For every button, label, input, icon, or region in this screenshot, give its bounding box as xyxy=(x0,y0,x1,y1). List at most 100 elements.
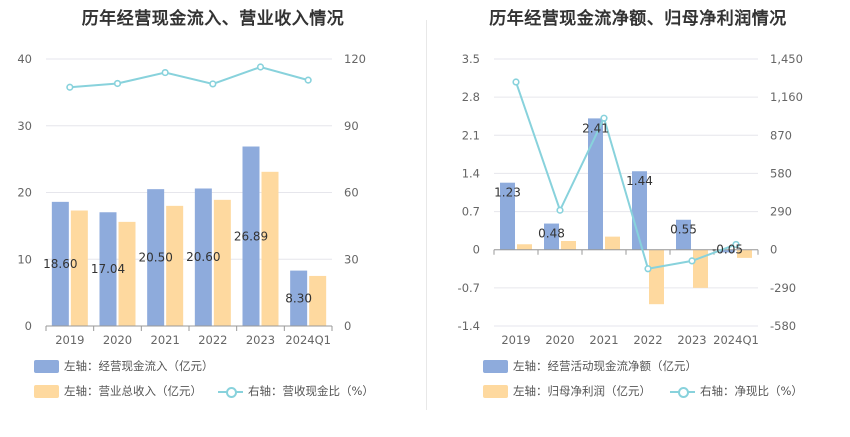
bar-series2 xyxy=(649,249,664,305)
line-point xyxy=(600,114,608,122)
right-axis-tick: 0 xyxy=(344,319,351,333)
bar-series2 xyxy=(261,171,279,326)
legend-label: 左轴：经营现金流入（亿元） xyxy=(64,359,214,373)
bar-series1 xyxy=(544,223,559,250)
right-axis-tick: 30 xyxy=(344,252,359,266)
legend-swatch-bar1 xyxy=(34,359,59,373)
line-point xyxy=(688,257,696,265)
right-chart-panel: 历年经营现金流净额、归母净利润情况 -1.4 -580 -0.7 -290 0 0 0.7 2… xyxy=(426,0,850,437)
left-legend-bar2[interactable]: 左轴：营业总收入（亿元） xyxy=(34,383,202,399)
right-axis-tick: 120 xyxy=(344,52,366,66)
left-chart-svg: 0 0 10 30 20 60 30 90 40 120 2019 2020 2021 2022 2023 2… xyxy=(17,52,366,347)
x-axis-label: 2019 xyxy=(55,333,84,347)
x-axis-label: 2021 xyxy=(589,333,618,347)
bar-series2 xyxy=(517,244,532,250)
right-legend-bar2[interactable]: 左轴：归母净利润（亿元） xyxy=(483,383,651,399)
right-axis-tick: -580 xyxy=(770,319,796,333)
right-legend-line[interactable]: 右轴：净现比（%） xyxy=(670,383,803,399)
bar-series2 xyxy=(309,275,327,326)
data-label: 18.60 xyxy=(43,257,77,271)
bar-series1 xyxy=(194,188,212,326)
x-axis-label: 2020 xyxy=(545,333,574,347)
left-axis-tick: -0.7 xyxy=(458,281,480,295)
legend-label: 左轴：营业总收入（亿元） xyxy=(64,384,202,398)
left-axis-tick: 3.5 xyxy=(462,52,480,66)
legend-swatch-line xyxy=(670,385,695,398)
line-point xyxy=(732,240,740,249)
left-axis-tick: 0.7 xyxy=(462,205,480,219)
data-label: 8.30 xyxy=(285,291,312,305)
data-label: 1.44 xyxy=(626,174,653,188)
line-point xyxy=(304,76,312,84)
right-axis-tick: 0 xyxy=(770,243,777,257)
line-point xyxy=(644,265,652,273)
right-chart-title: 历年经营现金流净额、归母净利润情况 xyxy=(489,9,787,29)
right-axis-tick: 90 xyxy=(344,119,359,133)
line-point xyxy=(556,206,564,214)
x-axis-label: 2022 xyxy=(633,333,662,347)
x-axis-label: 2023 xyxy=(677,333,706,347)
left-chart-title: 历年经营现金流入、营业收入情况 xyxy=(81,9,345,29)
legend-label: 右轴：营收现金比（%） xyxy=(248,384,374,398)
bar-series2 xyxy=(118,221,136,326)
bar-series1 xyxy=(51,201,69,326)
right-axis-tick: 580 xyxy=(770,166,792,180)
data-label: 26.89 xyxy=(234,229,268,243)
legend-swatch-bar2 xyxy=(34,384,59,398)
bar-series1 xyxy=(242,146,260,326)
data-label: 2.41 xyxy=(582,121,609,135)
legend-swatch-line xyxy=(218,385,243,398)
legend-swatch-bar2 xyxy=(483,384,508,398)
bar-series2 xyxy=(166,205,184,326)
right-axis-tick: 1,450 xyxy=(770,52,803,66)
line-point xyxy=(512,78,520,86)
right-axis-tick: 1,160 xyxy=(770,90,803,104)
x-axis-label: 2022 xyxy=(198,333,227,347)
bar-series1 xyxy=(720,249,735,253)
data-label: 0.48 xyxy=(538,227,565,241)
left-axis-tick: 2.8 xyxy=(462,90,480,104)
right-legend-bar1[interactable]: 左轴：经营活动现金流净额（亿元） xyxy=(483,358,697,374)
left-axis-tick: 0 xyxy=(473,243,480,257)
bar-series1 xyxy=(147,189,165,326)
data-label: 17.04 xyxy=(91,262,125,276)
panel-divider xyxy=(426,20,427,410)
data-label: 1.23 xyxy=(494,186,521,200)
line-series xyxy=(515,81,737,270)
left-axis-tick: 0 xyxy=(25,319,32,333)
x-axis-label: 2024Q1 xyxy=(713,333,759,347)
right-axis-tick: 290 xyxy=(770,205,792,219)
bar-series2 xyxy=(605,236,620,250)
bar-series1 xyxy=(290,270,308,326)
bar-series2 xyxy=(213,199,231,326)
legend-label: 左轴：归母净利润（亿元） xyxy=(513,384,651,398)
bar-series1 xyxy=(676,219,691,250)
right-axis-tick: -290 xyxy=(770,281,796,295)
bar-series1 xyxy=(500,182,515,250)
left-legend-bar1[interactable]: 左轴：经营现金流入（亿元） xyxy=(34,358,214,374)
line-point xyxy=(66,83,74,91)
left-axis-tick: 2.1 xyxy=(462,128,480,142)
bar-series2 xyxy=(561,240,576,250)
left-legend-line[interactable]: 右轴：营收现金比（%） xyxy=(218,383,374,399)
x-axis-label: 2020 xyxy=(103,333,132,347)
line-series xyxy=(69,65,309,89)
x-axis-label: 2023 xyxy=(246,333,275,347)
legend-swatch-bar1 xyxy=(483,359,508,373)
left-axis-tick: 10 xyxy=(17,252,32,266)
bar-series2 xyxy=(737,249,752,258)
left-axis-tick: 1.4 xyxy=(462,166,480,180)
bar-series1 xyxy=(588,118,603,250)
data-label: 20.60 xyxy=(186,250,220,264)
legend-label: 左轴：经营活动现金流净额（亿元） xyxy=(513,359,697,373)
left-axis-tick: -1.4 xyxy=(458,319,480,333)
legend-label: 右轴：净现比（%） xyxy=(700,384,803,398)
left-chart-panel: 历年经营现金流入、营业收入情况 0 0 10 30 20 60 30 90 40 120 2019 2… xyxy=(17,9,374,399)
x-axis-label: 2019 xyxy=(501,333,530,347)
line-point xyxy=(209,80,217,88)
line-point xyxy=(161,68,169,77)
left-axis-tick: 40 xyxy=(17,52,32,66)
right-axis-tick: 60 xyxy=(344,186,359,200)
data-label: 0.55 xyxy=(670,223,697,237)
